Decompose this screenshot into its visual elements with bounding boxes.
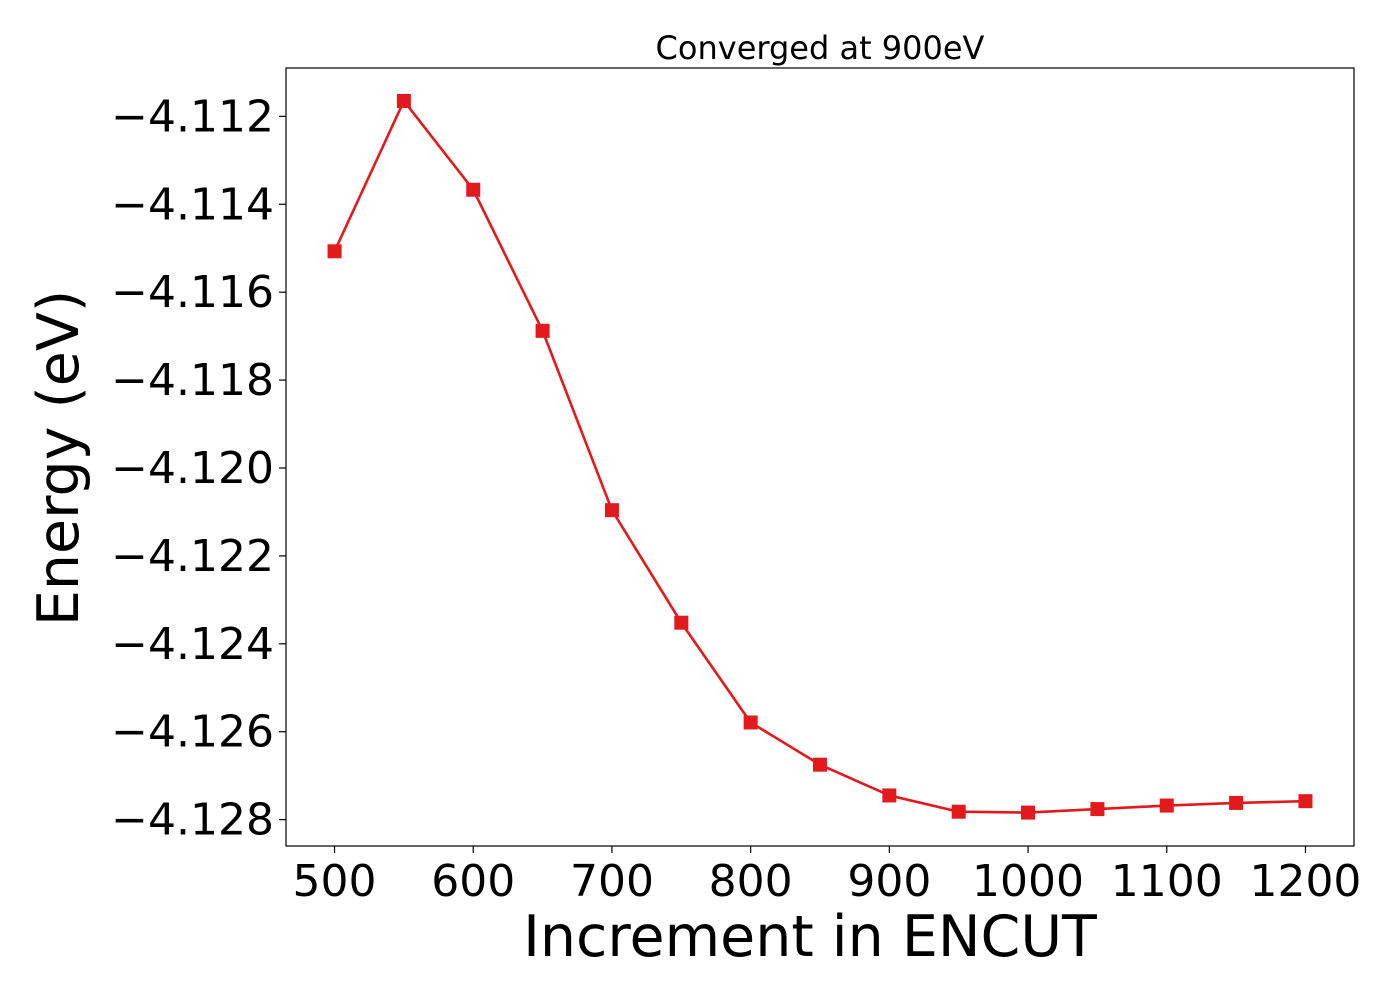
x-tick-label: 1000 — [972, 856, 1084, 907]
y-tick-label: −4.112 — [111, 91, 274, 142]
x-tick-label: 1100 — [1111, 856, 1223, 907]
x-tick-label: 800 — [709, 856, 793, 907]
data-point-marker — [813, 757, 827, 772]
y-tick-label: −4.118 — [111, 355, 274, 406]
x-tick-label: 600 — [431, 856, 515, 907]
y-tick-label: −4.114 — [111, 179, 274, 230]
data-point-marker — [604, 503, 619, 518]
y-ticks: −4.112 −4.114 −4.116 −4.118 −4.120 −4.122 −4.1… — [111, 91, 286, 846]
x-ticks: 500 600 700 800 900 1000 1100 1200 — [293, 846, 1361, 907]
y-tick-label: −4.126 — [111, 707, 274, 758]
data-point-marker — [743, 715, 758, 730]
data-point-marker — [1229, 795, 1244, 810]
data-point-marker — [1298, 794, 1313, 809]
chart-title: Converged at 900eV — [656, 29, 985, 67]
plot-area-frame — [285, 67, 1355, 847]
series-line — [333, 99, 1306, 814]
y-tick-label: −4.116 — [111, 267, 274, 318]
data-point-marker — [1159, 798, 1174, 813]
y-tick-label: −4.122 — [111, 531, 274, 582]
series-layer — [327, 93, 1313, 820]
x-tick-label: 700 — [570, 856, 654, 907]
data-point-marker — [327, 244, 342, 259]
x-tick-label: 500 — [293, 856, 377, 907]
y-axis-label: Energy (eV) — [26, 290, 92, 626]
data-point-marker — [535, 323, 550, 338]
data-point-marker — [882, 788, 897, 803]
x-axis-label: Increment in ENCUT — [523, 904, 1097, 970]
y-tick-label: −4.128 — [111, 795, 274, 846]
y-tick-label: −4.120 — [111, 443, 274, 494]
y-tick-label: −4.124 — [111, 619, 274, 670]
data-point-marker — [466, 182, 481, 197]
data-point-marker — [674, 615, 689, 630]
x-tick-label: 900 — [847, 856, 931, 907]
data-point-marker — [396, 93, 411, 108]
x-tick-label: 1200 — [1249, 856, 1361, 907]
data-point-marker — [951, 804, 966, 819]
data-point-marker — [1090, 802, 1105, 817]
data-point-marker — [1021, 805, 1036, 820]
